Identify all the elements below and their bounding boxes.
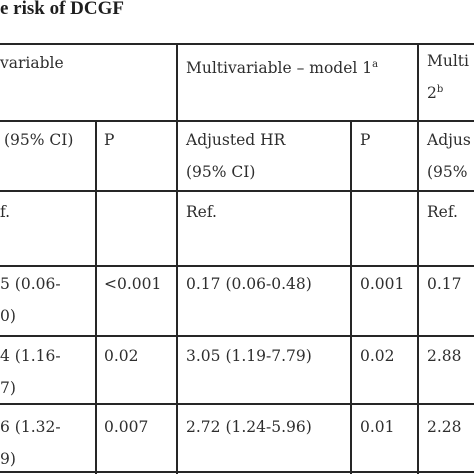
table-row-2-uni-hr-line1: 4 (1.16-: [0, 347, 61, 365]
col-divider-m1-p: [350, 120, 352, 474]
table-row-2-m1-p: 0.02: [360, 347, 395, 365]
table-row-0-uni-hr: f.: [0, 203, 11, 221]
table-row-1-m1-p: 0.001: [360, 275, 405, 293]
table-row-3-uni-hr: 6 (1.32- 9): [0, 411, 61, 475]
table-row-2-m2-hr: 2.88: [427, 347, 462, 365]
table-row-1-uni-hr-line2: 0): [0, 307, 16, 325]
table-row-3-m1-p: 0.01: [360, 418, 395, 436]
col-header-m1-hr-line1: Adjusted HR: [186, 131, 286, 149]
footnote-b-marker: b: [436, 84, 444, 95]
col-header-m2-hr: Adjus (95%: [427, 124, 471, 188]
table-row-3-uni-hr-line1: 6 (1.32-: [0, 418, 61, 436]
group-header-model1: Multivariable – model 1a: [186, 52, 378, 84]
table-row-1-m1-hr: 0.17 (0.06-0.48): [186, 275, 312, 293]
group-header-rule: [0, 120, 474, 122]
table-row-3-uni-hr-line2: 9): [0, 450, 16, 468]
col-divider-uni-p: [95, 120, 97, 474]
table-row-0-m2-hr: Ref.: [427, 203, 458, 221]
table-row-3-uni-p: 0.007: [104, 418, 149, 436]
table-row-2-uni-hr-line2: 7): [0, 379, 16, 397]
col-divider-model1: [176, 43, 178, 474]
table-row-2-m1-hr: 3.05 (1.19-7.79): [186, 347, 312, 365]
table-row-3-m2-hr: 2.28: [427, 418, 462, 436]
col-header-m1-hr: Adjusted HR (95% CI): [186, 124, 285, 188]
table-top-rule: [0, 43, 474, 45]
row-rule-3: [0, 403, 474, 405]
group-header-model2-line1: Multi: [427, 52, 469, 70]
column-header-rule: [0, 190, 474, 192]
row-rule-2: [0, 335, 474, 337]
col-header-uni-p: P: [104, 131, 115, 149]
col-divider-model2: [417, 43, 419, 474]
group-header-univariable: variable: [0, 54, 64, 72]
col-header-m1-hr-line2: (95% CI): [186, 163, 256, 181]
table-title: e risk of DCGF: [0, 0, 125, 19]
row-rule-1: [0, 265, 474, 267]
table-row-2-uni-hr: 4 (1.16- 7): [0, 340, 61, 404]
table-row-3-m1-hr: 2.72 (1.24-5.96): [186, 418, 312, 436]
col-header-uni-hr: (95% CI): [4, 131, 74, 149]
col-header-m2-hr-line2: (95%: [427, 163, 468, 181]
col-header-m1-p: P: [360, 131, 371, 149]
group-header-model2: Multi 2b: [427, 45, 469, 109]
group-header-model1-label: Multivariable – model 1: [186, 59, 373, 77]
table-row-2-uni-p: 0.02: [104, 347, 139, 365]
table-row-0-m1-hr: Ref.: [186, 203, 217, 221]
table-row-1-uni-hr: 5 (0.06- 0): [0, 268, 61, 332]
footnote-a-marker: a: [372, 59, 379, 70]
table-row-1-m2-hr: 0.17: [427, 275, 462, 293]
group-header-model2-line2: 2: [427, 84, 437, 102]
table-row-1-uni-p: <0.001: [104, 275, 162, 293]
table-row-1-uni-hr-line1: 5 (0.06-: [0, 275, 61, 293]
col-header-m2-hr-line1: Adjus: [427, 131, 471, 149]
row-rule-4: [0, 471, 474, 473]
